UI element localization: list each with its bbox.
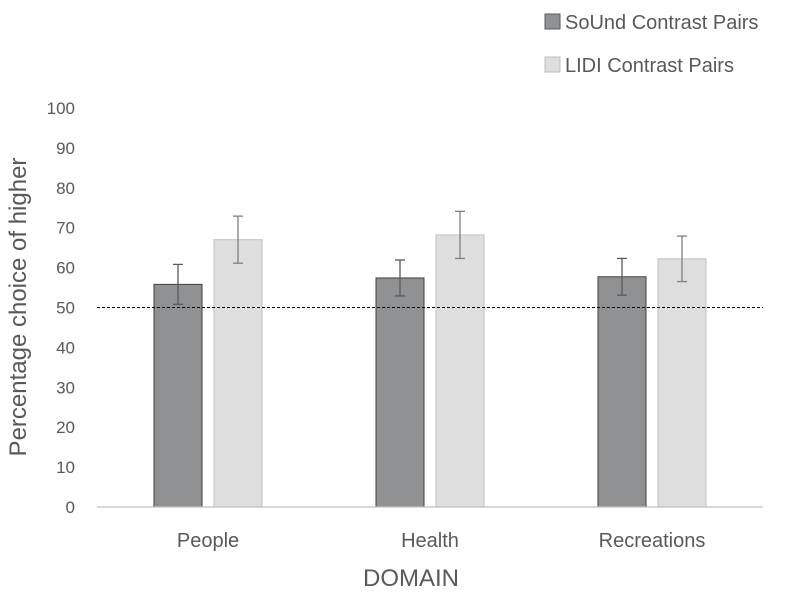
legend: SoUnd Contrast Pairs LIDI Contrast Pairs (544, 12, 758, 77)
y-tick-label: 20 (56, 418, 75, 437)
error-bar-people-series-1 (173, 263, 183, 305)
y-tick-label: 70 (56, 219, 75, 238)
bar-health-series-2 (435, 234, 485, 508)
y-axis-ticks: 0 10 20 30 40 50 60 70 80 90 100 (47, 99, 75, 517)
legend-label-series-1: SoUnd Contrast Pairs (565, 12, 758, 34)
y-tick-label: 0 (66, 498, 75, 517)
y-tick-label: 90 (56, 139, 75, 158)
legend-swatch-series-1 (544, 13, 561, 30)
legend-item-series-2: LIDI Contrast Pairs (544, 55, 734, 77)
error-bar-health-series-1 (395, 259, 405, 297)
y-axis-title: Percentage choice of higher (5, 158, 32, 457)
error-bar-recreations-series-2 (677, 235, 687, 283)
error-bars (173, 210, 687, 305)
bar-recreations-series-1 (597, 276, 647, 508)
y-tick-label: 50 (56, 299, 75, 318)
y-tick-label: 30 (56, 378, 75, 397)
bars (153, 234, 707, 508)
bar-recreations-series-2 (657, 258, 707, 508)
y-tick-label: 60 (56, 259, 75, 278)
y-tick-label: 10 (56, 458, 75, 477)
bar-people-series-2 (213, 239, 263, 508)
x-tick-label-people: People (177, 530, 239, 552)
error-bar-people-series-2 (233, 215, 243, 264)
x-axis-title: DOMAIN (363, 565, 459, 592)
bar-people-series-1 (153, 283, 203, 508)
y-tick-label: 100 (47, 99, 75, 118)
x-axis-category-labels: People Health Recreations (177, 530, 706, 552)
x-tick-label-recreations: Recreations (599, 530, 706, 552)
x-tick-label-health: Health (401, 530, 459, 552)
error-bar-recreations-series-1 (617, 257, 627, 296)
legend-label-series-2: LIDI Contrast Pairs (565, 55, 734, 77)
error-bar-health-series-2 (455, 210, 465, 260)
y-tick-label: 40 (56, 338, 75, 357)
bar-health-series-1 (375, 277, 425, 508)
legend-swatch-series-2 (544, 56, 561, 73)
legend-item-series-1: SoUnd Contrast Pairs (544, 12, 758, 34)
y-tick-label: 80 (56, 179, 75, 198)
